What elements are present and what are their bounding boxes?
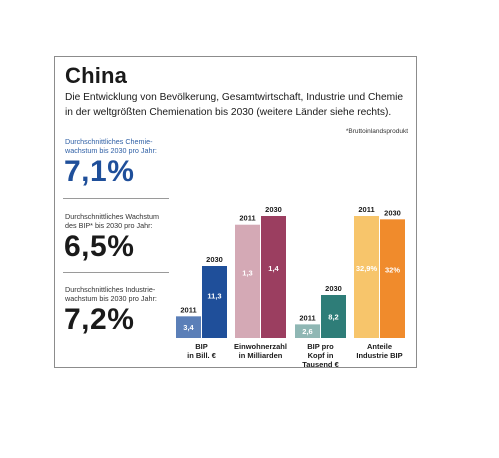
bar-year-label: 2011 [358,205,374,214]
kpi-bip-value: 6,5% [64,230,135,263]
bar-year-label: 2030 [384,208,401,217]
bar-value-label: 32% [385,266,400,275]
kpi-chemie-label: Durchschnittliches Chemie- wachstum bis … [65,137,157,155]
bar-year-label: 2011 [180,305,196,314]
category-label: BIP [195,342,208,351]
infographic-card: China Die Entwicklung von Bevölkerung, G… [54,56,417,369]
kpi-chemie-value: 7,1% [64,155,135,188]
bar-2011 [235,224,260,338]
category-label: Industrie BIP [356,351,402,360]
kpi-industrie-value: 7,2% [64,303,135,336]
bar-2030 [380,219,405,338]
bar-year-label: 2011 [239,214,255,223]
bar-value-label: 8,2 [328,313,338,322]
bar-year-label: 2011 [299,313,315,322]
category-label: Einwohnerzahl [234,342,287,351]
category-label: Tausend € [302,360,339,369]
bar-value-label: 1,4 [268,264,279,273]
category-label: BIP pro [307,342,334,351]
page-title: China [65,63,128,88]
bar-value-label: 2,6 [302,327,312,336]
bar-2030 [261,216,286,338]
kpi-bip-label: Durchschnittliches Wachstum des BIP* bis… [65,212,159,230]
bar-value-label: 11,3 [207,291,221,300]
divider [63,272,169,273]
category-label: in Milliarden [239,351,283,360]
divider [63,198,169,199]
bar-year-label: 2030 [325,284,342,293]
bar-value-label: 32,9% [356,264,378,273]
bar-2011 [354,216,379,338]
bar-value-label: 1,3 [242,269,252,278]
bar-2030 [321,295,346,338]
footnote: *Bruttoinlandsprodukt [345,128,408,135]
bar-2011 [295,324,320,338]
bar-2030 [202,266,227,338]
bar-2011 [176,316,201,338]
category-label: Kopf in [308,351,334,360]
subtitle: Die Entwicklung von Bevölkerung, Gesamtw… [65,92,404,118]
bar-value-label: 3,4 [183,323,194,332]
kpi-industrie-label: Durchschnittliches Industrie- wachstum b… [65,285,157,303]
bar-year-label: 2030 [206,255,223,264]
category-label: Anteile [367,342,392,351]
bar-year-label: 2030 [265,205,282,214]
category-label: in Bill. € [187,351,217,360]
